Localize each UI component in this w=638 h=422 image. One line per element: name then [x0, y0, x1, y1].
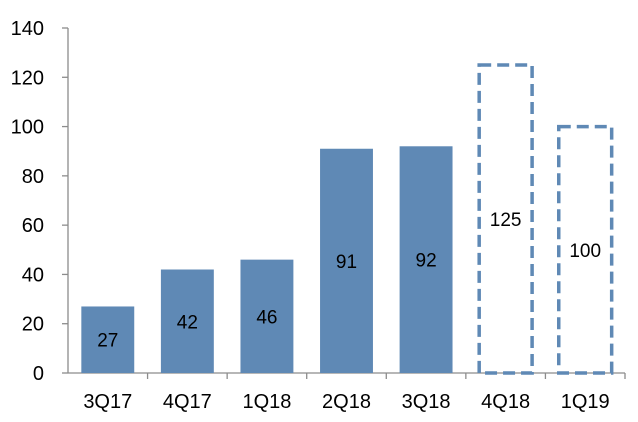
y-tick-label: 40 [22, 264, 44, 286]
y-tick-label: 0 [33, 363, 44, 385]
data-label: 42 [177, 312, 198, 333]
data-label: 125 [490, 210, 522, 231]
bar-1q19-projected [557, 124, 614, 375]
y-tick-label: 140 [11, 18, 44, 40]
x-tick-label: 1Q19 [561, 391, 610, 413]
data-label: 92 [416, 251, 437, 272]
y-tick-label: 60 [22, 215, 44, 237]
bar-2q18 [320, 148, 373, 373]
bar-3q17 [81, 306, 135, 373]
x-tick-label: 1Q18 [242, 391, 291, 413]
data-label: 46 [256, 307, 277, 328]
y-tick-label: 80 [22, 166, 44, 188]
x-tick-label: 3Q18 [402, 391, 451, 413]
x-tick-label: 4Q17 [163, 391, 212, 413]
x-tick-label: 3Q17 [83, 391, 132, 413]
bar-3q18 [399, 146, 453, 373]
data-label: 91 [336, 252, 357, 273]
bar-1q18 [240, 259, 294, 373]
y-tick-label: 100 [11, 117, 44, 139]
bar-4q17 [160, 269, 214, 373]
bar-4q18-projected [477, 63, 534, 375]
x-tick-label: 4Q18 [481, 391, 530, 413]
y-tick-label: 120 [11, 67, 44, 89]
y-tick-label: 20 [22, 314, 44, 336]
data-label: 27 [97, 331, 118, 352]
data-label: 100 [569, 241, 601, 262]
x-tick-label: 2Q18 [322, 391, 371, 413]
